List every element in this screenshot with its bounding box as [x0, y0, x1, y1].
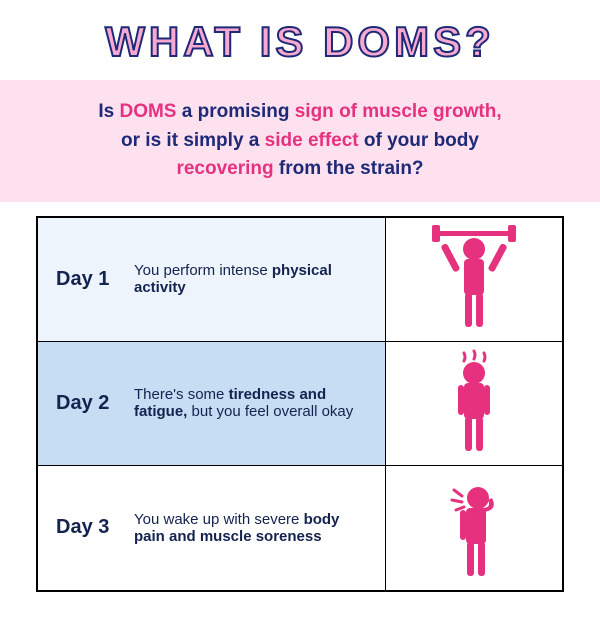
banner-line-3: recovering from the strain?	[0, 155, 600, 184]
pain-icon	[414, 472, 534, 584]
day-description: You wake up with severe body pain and mu…	[134, 511, 369, 545]
desc-text: There's some	[134, 386, 229, 403]
icon-cell	[386, 466, 562, 590]
banner-line-1: Is DOMS a promising sign of muscle growt…	[0, 98, 600, 127]
day-description: You perform intense physical activity	[134, 262, 369, 296]
table-row: Day 2 There's some tiredness and fatigue,…	[38, 342, 562, 466]
day-description: There's some tiredness and fatigue, but …	[134, 386, 369, 420]
banner-text-span: or is it simply a	[121, 130, 265, 151]
table-row: Day 1 You perform intense physical activi…	[38, 218, 562, 342]
day-cell: Day 2 There's some tiredness and fatigue,…	[38, 342, 386, 465]
day-cell: Day 1 You perform intense physical activi…	[38, 218, 386, 341]
table-row: Day 3 You wake up with severe body pain a…	[38, 466, 562, 590]
banner-text-span: sign of muscle growth,	[295, 101, 502, 122]
day-cell: Day 3 You wake up with severe body pain a…	[38, 466, 386, 590]
banner-text-span: Is	[98, 101, 119, 122]
day-label: Day 3	[56, 516, 120, 539]
days-table: Day 1 You perform intense physical activi…	[36, 216, 564, 592]
day-label: Day 1	[56, 268, 120, 291]
page-title: WHAT IS DOMS?	[0, 18, 600, 66]
day-label: Day 2	[56, 392, 120, 415]
banner-line-2: or is it simply a side effect of your bo…	[0, 127, 600, 156]
desc-text: You wake up with severe	[134, 511, 304, 528]
banner-text-span: a promising	[182, 101, 295, 122]
banner-text-span: from the strain?	[279, 158, 424, 179]
desc-text: You perform intense	[134, 262, 272, 279]
banner-text-span: recovering	[176, 158, 278, 179]
question-banner: Is DOMS a promising sign of muscle growt…	[0, 80, 600, 202]
icon-cell	[386, 342, 562, 465]
banner-text-span: DOMS	[119, 101, 181, 122]
icon-cell	[386, 218, 562, 341]
banner-text-span: side effect	[265, 130, 364, 151]
banner-text-span: of your body	[364, 130, 479, 151]
weightlift-icon	[414, 223, 534, 335]
desc-text: but you feel overall okay	[187, 403, 353, 420]
tired-icon	[414, 347, 534, 459]
